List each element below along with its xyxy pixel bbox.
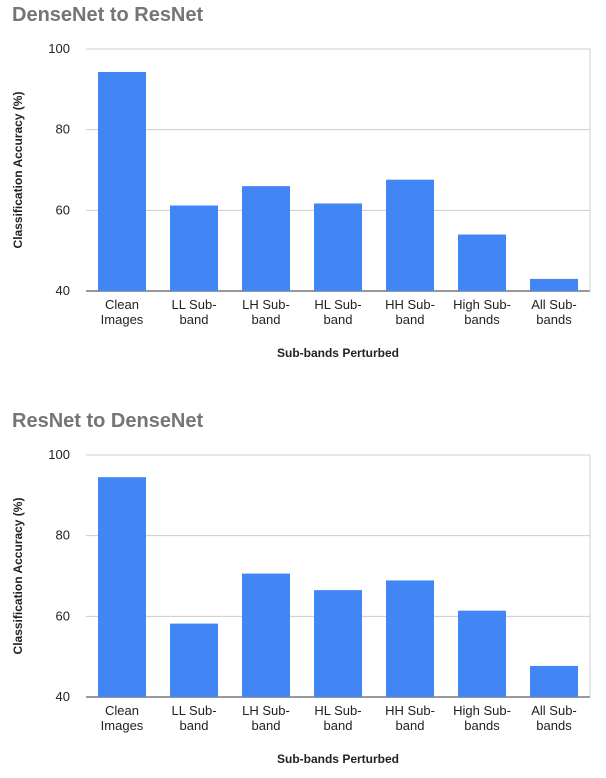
bar	[242, 573, 290, 697]
bar	[530, 665, 578, 697]
y-tick-label: 60	[56, 608, 70, 623]
x-tick-label: bands	[536, 312, 572, 327]
chart-title: DenseNet to ResNet	[12, 4, 204, 26]
x-tick-label: HH Sub-	[385, 297, 435, 312]
y-tick-label: 40	[56, 689, 70, 704]
x-tick-label: High Sub-	[453, 297, 511, 312]
x-tick-label: band	[180, 312, 209, 327]
bar	[530, 278, 578, 291]
x-tick-label: bands	[464, 718, 500, 733]
bar	[458, 610, 506, 697]
x-tick-label: HL Sub-	[314, 297, 361, 312]
y-axis-title: Classification Accuracy (%)	[11, 498, 25, 655]
x-tick-label: HH Sub-	[385, 703, 435, 718]
y-tick-label: 80	[56, 122, 70, 137]
bar	[98, 477, 146, 697]
bar	[170, 623, 218, 697]
x-tick-label: LH Sub-	[242, 297, 290, 312]
x-tick-label: band	[252, 718, 281, 733]
bar	[458, 234, 506, 291]
bar	[170, 205, 218, 291]
x-tick-label: band	[180, 718, 209, 733]
bar	[386, 179, 434, 291]
x-axis-title: Sub-bands Perturbed	[277, 752, 399, 766]
chart-title: ResNet to DenseNet	[12, 410, 204, 432]
y-tick-label: 80	[56, 528, 70, 543]
x-tick-label: band	[396, 312, 425, 327]
x-tick-label: Images	[101, 718, 144, 733]
x-tick-label: bands	[464, 312, 500, 327]
x-tick-label: All Sub-	[531, 703, 577, 718]
y-axis-title: Classification Accuracy (%)	[11, 92, 25, 249]
y-tick-label: 100	[48, 447, 70, 462]
bar	[386, 580, 434, 697]
x-tick-label: band	[396, 718, 425, 733]
x-tick-label: band	[324, 312, 353, 327]
y-tick-label: 40	[56, 283, 70, 298]
x-tick-label: Clean	[105, 703, 139, 718]
bar	[98, 71, 146, 292]
chart-resnet-to-densenet: ResNet to DenseNet 40 60 80 100 Clean Images L…	[0, 406, 606, 778]
chart-densenet-to-resnet: DenseNet to ResNet 40 60 80 100 Clean Images L…	[0, 0, 606, 372]
y-tick-label: 100	[48, 41, 70, 56]
x-tick-label: LH Sub-	[242, 703, 290, 718]
x-axis-title: Sub-bands Perturbed	[277, 346, 399, 360]
bar	[314, 203, 362, 291]
x-tick-label: band	[252, 312, 281, 327]
x-tick-label: High Sub-	[453, 703, 511, 718]
bar	[242, 186, 290, 291]
x-tick-label: bands	[536, 718, 572, 733]
x-tick-label: Clean	[105, 297, 139, 312]
x-tick-label: LL Sub-	[171, 297, 216, 312]
bar	[314, 590, 362, 697]
x-tick-label: LL Sub-	[171, 703, 216, 718]
x-tick-label: band	[324, 718, 353, 733]
x-tick-label: Images	[101, 312, 144, 327]
x-tick-label: All Sub-	[531, 297, 577, 312]
y-tick-label: 60	[56, 202, 70, 217]
x-tick-label: HL Sub-	[314, 703, 361, 718]
